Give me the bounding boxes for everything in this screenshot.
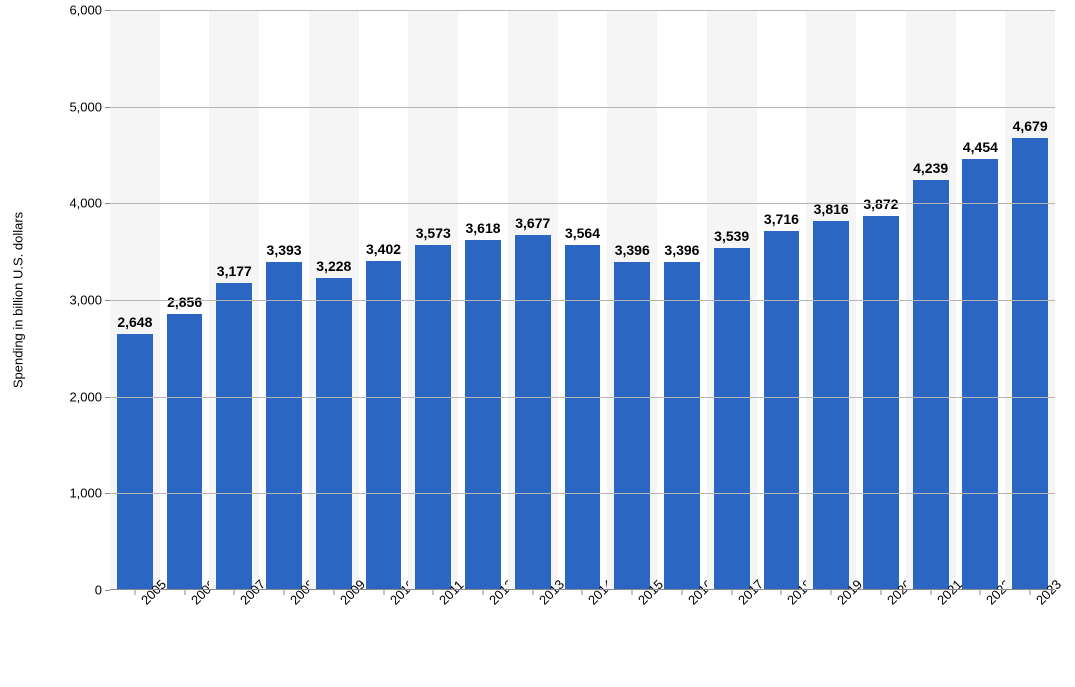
bar-value-label: 4,454 <box>963 139 998 155</box>
bar <box>565 245 601 590</box>
bar-value-label: 3,677 <box>515 215 550 231</box>
bar-value-label: 3,396 <box>615 242 650 258</box>
bar <box>366 261 402 590</box>
bar-value-label: 2,648 <box>117 314 152 330</box>
y-tick-label: 1,000 <box>69 486 110 501</box>
bar <box>813 221 849 590</box>
bar-value-label: 3,396 <box>664 242 699 258</box>
bar <box>266 262 302 590</box>
bar-value-label: 3,618 <box>465 220 500 236</box>
y-tick-label: 2,000 <box>69 389 110 404</box>
bar <box>167 314 203 590</box>
grid-line <box>110 493 1055 494</box>
grid-line <box>110 10 1055 11</box>
bar-value-label: 3,564 <box>565 225 600 241</box>
y-tick-label: 0 <box>95 583 110 598</box>
bar <box>614 262 650 590</box>
grid-line <box>110 203 1055 204</box>
bar-value-label: 3,177 <box>217 263 252 279</box>
bar <box>962 159 998 590</box>
bar <box>415 245 451 590</box>
plot-area: 2,64820052,85620063,17720073,39320083,22… <box>110 10 1055 590</box>
bar <box>863 216 899 590</box>
x-axis-line <box>110 589 1055 590</box>
y-tick-label: 3,000 <box>69 293 110 308</box>
bar <box>465 240 501 590</box>
bar <box>515 235 551 590</box>
bar <box>1012 138 1048 590</box>
bar <box>216 283 252 590</box>
bar <box>664 262 700 590</box>
bar-value-label: 3,573 <box>416 225 451 241</box>
y-tick-label: 5,000 <box>69 99 110 114</box>
bar <box>316 278 352 590</box>
bar <box>117 334 153 590</box>
bar-chart: Spending in billion U.S. dollars 2,64820… <box>0 0 1075 687</box>
grid-line <box>110 107 1055 108</box>
bar-value-label: 4,679 <box>1013 118 1048 134</box>
y-axis-title: Spending in billion U.S. dollars <box>11 212 26 388</box>
bar <box>913 180 949 590</box>
grid-line <box>110 397 1055 398</box>
bar <box>764 231 800 590</box>
grid-line <box>110 300 1055 301</box>
bar-value-label: 2,856 <box>167 294 202 310</box>
y-tick-label: 4,000 <box>69 196 110 211</box>
bar-value-label: 3,228 <box>316 258 351 274</box>
bar-value-label: 3,393 <box>267 242 302 258</box>
bar-value-label: 3,716 <box>764 211 799 227</box>
y-tick-label: 6,000 <box>69 3 110 18</box>
bar-value-label: 3,539 <box>714 228 749 244</box>
bar-value-label: 3,402 <box>366 241 401 257</box>
bar-value-label: 4,239 <box>913 160 948 176</box>
